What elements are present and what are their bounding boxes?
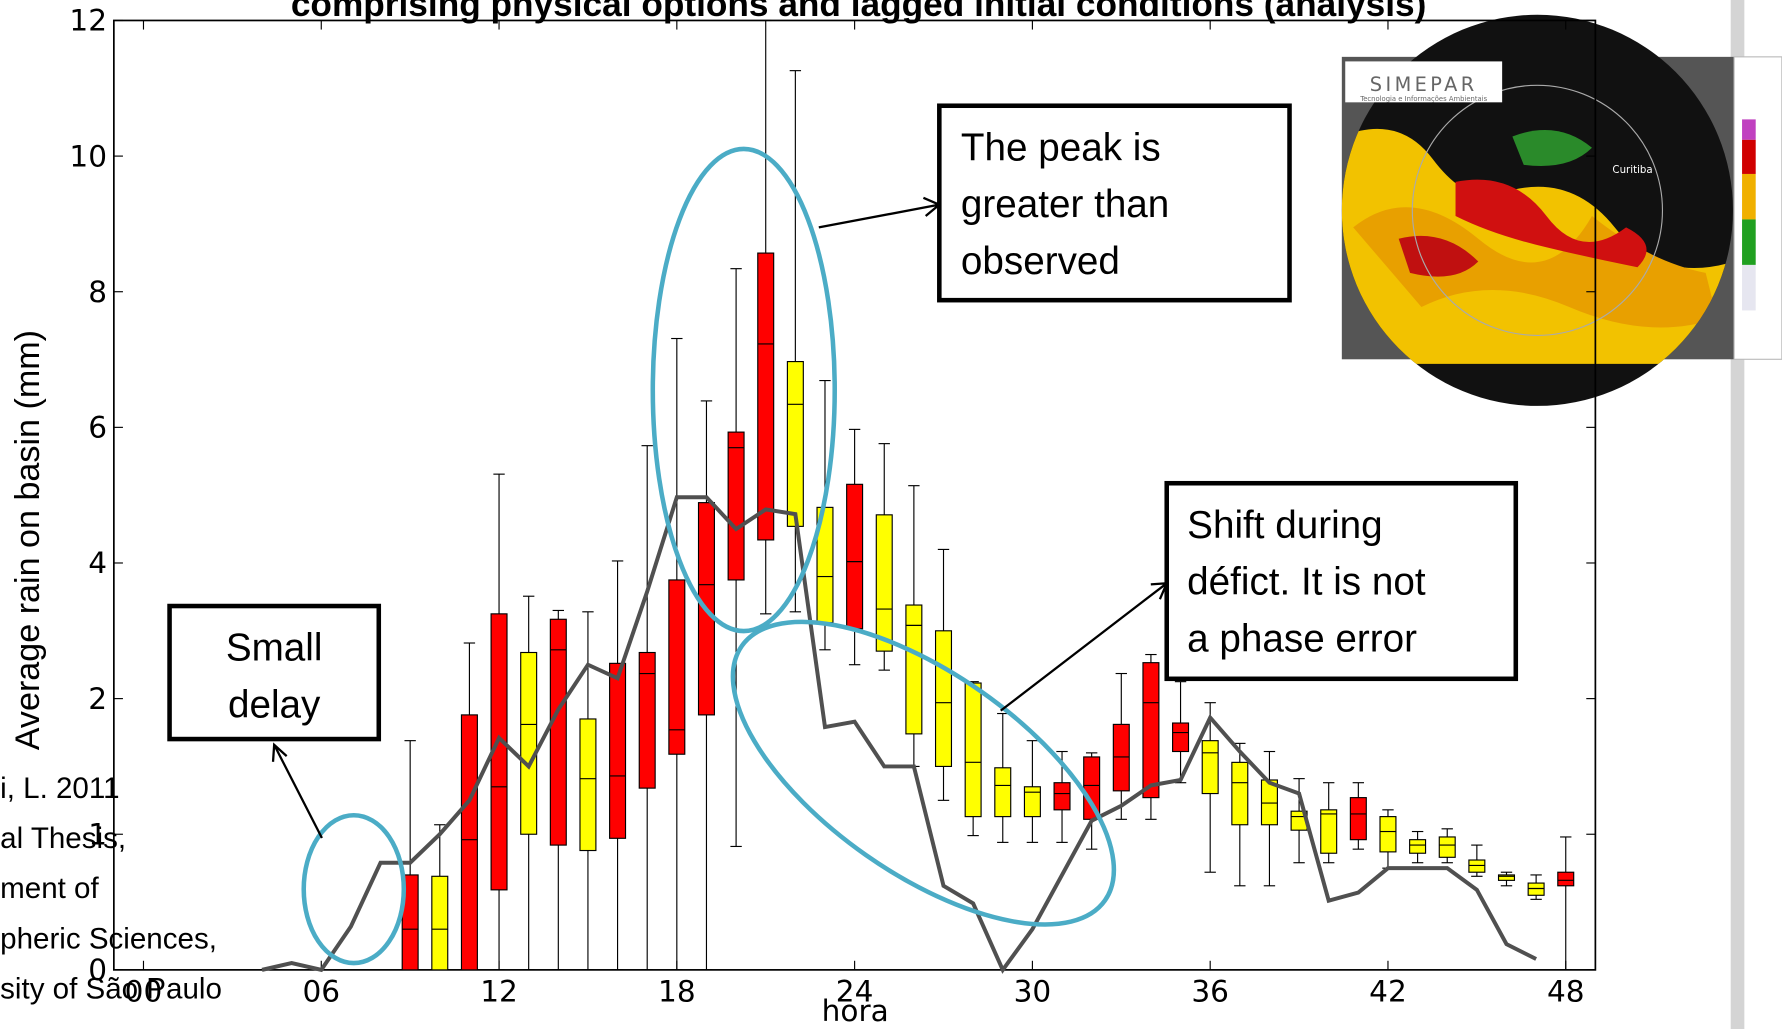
box [1321, 810, 1337, 853]
y-tick-label: 6 [88, 411, 107, 445]
box [461, 715, 477, 970]
box [728, 432, 744, 580]
x-tick-label: 48 [1547, 975, 1585, 1009]
box [580, 719, 596, 851]
box [936, 631, 952, 767]
x-tick-label: 12 [480, 975, 518, 1009]
box [758, 253, 774, 540]
citation-line: ment of [0, 872, 99, 905]
y-tick-label: 10 [69, 139, 107, 173]
box [876, 515, 892, 651]
x-tick-label: 06 [302, 975, 340, 1009]
y-tick-label: 8 [88, 275, 107, 309]
radar-tagline: Tecnologia e Informações Ambientais [1359, 95, 1487, 103]
box [1232, 762, 1248, 824]
radar-legend [1734, 57, 1782, 359]
x-tick-label: 00 [125, 975, 163, 1009]
y-tick-label: 1 [88, 817, 107, 851]
box [1202, 741, 1218, 794]
box [550, 619, 566, 845]
box [906, 605, 922, 734]
box [1528, 883, 1544, 895]
x-tick-label: 30 [1014, 975, 1052, 1009]
box [1410, 840, 1426, 854]
annotation-text: défict. It is not [1187, 561, 1426, 604]
chart: comprising physical options and lagged i… [0, 0, 1782, 1029]
radar-image: SIMEPAR Tecnologia e Informações Ambient… [1342, 0, 1782, 409]
box [432, 876, 448, 970]
y-tick-label: 0 [88, 953, 107, 987]
box [1439, 837, 1455, 857]
annotation-text: The peak is [961, 126, 1161, 169]
box [1558, 872, 1574, 886]
box [1054, 783, 1070, 810]
box [639, 653, 655, 789]
box [521, 653, 537, 835]
annotation-text: delay [228, 683, 321, 726]
box [965, 683, 981, 817]
box [995, 768, 1011, 817]
y-tick-label: 4 [88, 546, 107, 580]
box [787, 362, 803, 527]
annotation-text: Shift during [1187, 504, 1382, 547]
x-tick-label: 42 [1369, 975, 1407, 1009]
box [669, 580, 685, 754]
annotation-text: observed [961, 240, 1120, 283]
annotation-text: Small [226, 627, 323, 670]
x-tick-label: 24 [836, 975, 874, 1009]
box [1113, 724, 1129, 790]
radar-logo: SIMEPAR [1370, 73, 1478, 96]
citation-line: sity of São Paulo [0, 972, 222, 1005]
citation-line: pheric Sciences, [0, 922, 217, 955]
y-axis-label: Average rain on basin (mm) [9, 330, 47, 750]
box [1469, 860, 1485, 872]
box [1350, 798, 1366, 840]
box [1380, 817, 1396, 852]
box [1143, 663, 1159, 798]
citation-line: i, L. 2011 [0, 772, 119, 805]
y-tick-label: 2 [88, 682, 107, 716]
annotation-text: a phase error [1187, 618, 1417, 661]
annotation-text: greater than [961, 183, 1169, 226]
box [1173, 723, 1189, 751]
box [847, 484, 863, 628]
citation-line: al Thesis, [0, 822, 126, 855]
y-tick-label: 12 [69, 4, 107, 38]
x-tick-label: 18 [658, 975, 696, 1009]
page: comprising physical options and lagged i… [0, 0, 1782, 1029]
box [1024, 787, 1040, 817]
x-tick-label: 36 [1191, 975, 1229, 1009]
radar-city: Curitiba [1612, 165, 1652, 176]
box [610, 663, 626, 838]
